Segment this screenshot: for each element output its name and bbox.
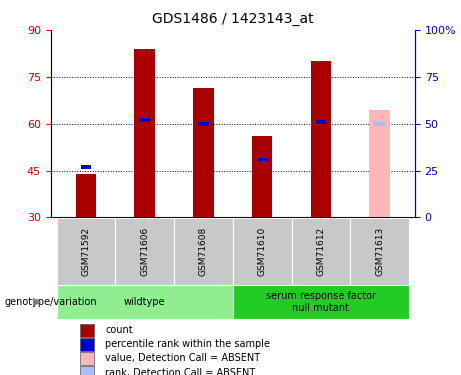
Bar xyxy=(257,158,267,161)
Bar xyxy=(369,110,390,218)
Bar xyxy=(350,217,409,285)
Text: GSM71608: GSM71608 xyxy=(199,226,208,276)
Text: GSM71610: GSM71610 xyxy=(258,226,266,276)
Bar xyxy=(80,352,95,364)
Text: percentile rank within the sample: percentile rank within the sample xyxy=(105,339,270,350)
Text: genotype/variation: genotype/variation xyxy=(5,297,97,307)
Text: serum response factor
null mutant: serum response factor null mutant xyxy=(266,291,376,313)
Text: wildtype: wildtype xyxy=(124,297,165,307)
Title: GDS1486 / 1423143_at: GDS1486 / 1423143_at xyxy=(152,12,313,26)
Bar xyxy=(76,174,96,217)
Text: GSM71606: GSM71606 xyxy=(140,226,149,276)
Bar xyxy=(57,285,233,319)
Bar xyxy=(311,61,331,217)
Bar xyxy=(316,120,326,124)
Bar xyxy=(80,338,95,351)
Bar xyxy=(115,217,174,285)
Text: GSM71612: GSM71612 xyxy=(316,226,325,276)
Text: GSM71613: GSM71613 xyxy=(375,226,384,276)
Bar xyxy=(193,88,214,218)
Bar xyxy=(198,122,209,126)
Bar xyxy=(291,217,350,285)
Bar xyxy=(80,366,95,375)
Bar xyxy=(233,285,409,319)
Text: value, Detection Call = ABSENT: value, Detection Call = ABSENT xyxy=(105,354,260,363)
Bar xyxy=(135,49,155,217)
Text: GSM71592: GSM71592 xyxy=(82,226,90,276)
Bar xyxy=(233,217,291,285)
Text: ▶: ▶ xyxy=(33,297,41,307)
Bar xyxy=(252,136,272,218)
Text: rank, Detection Call = ABSENT: rank, Detection Call = ABSENT xyxy=(105,368,255,375)
Bar xyxy=(57,217,115,285)
Bar xyxy=(374,122,385,126)
Bar xyxy=(139,118,150,122)
Bar xyxy=(174,217,233,285)
Bar xyxy=(81,165,91,169)
Text: count: count xyxy=(105,326,133,335)
Bar xyxy=(80,324,95,337)
